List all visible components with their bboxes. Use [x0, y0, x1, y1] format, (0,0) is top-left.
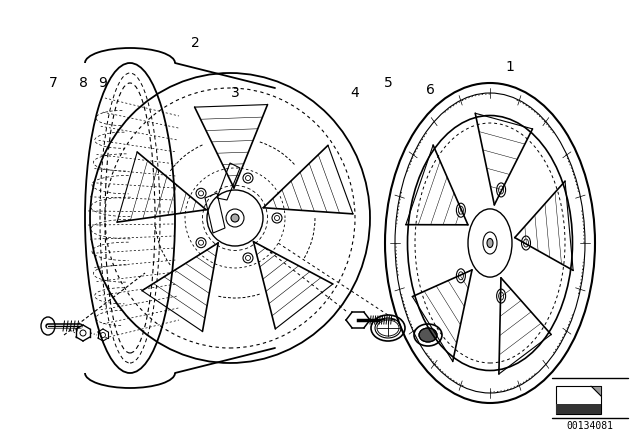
Text: 5: 5 — [383, 76, 392, 90]
Polygon shape — [591, 386, 601, 396]
Text: 6: 6 — [426, 83, 435, 97]
Text: 2: 2 — [191, 36, 200, 50]
Text: 4: 4 — [351, 86, 360, 100]
Text: 8: 8 — [79, 76, 88, 90]
Polygon shape — [377, 328, 399, 336]
Text: 1: 1 — [506, 60, 515, 74]
Ellipse shape — [231, 214, 239, 222]
Bar — [556, 404, 601, 414]
Bar — [556, 386, 601, 414]
Text: 9: 9 — [99, 76, 108, 90]
Text: 00134081: 00134081 — [566, 421, 614, 431]
Polygon shape — [377, 320, 399, 328]
Ellipse shape — [377, 320, 399, 336]
Text: 7: 7 — [49, 76, 58, 90]
Text: 3: 3 — [230, 86, 239, 100]
Ellipse shape — [419, 328, 437, 342]
Ellipse shape — [487, 238, 493, 247]
